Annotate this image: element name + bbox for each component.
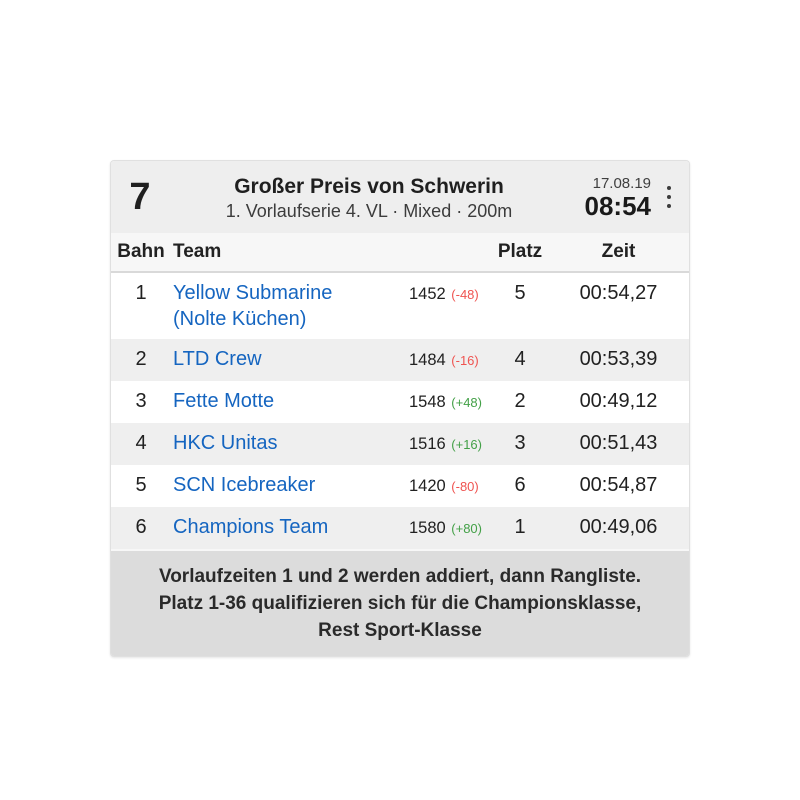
time-value: 00:49,06 bbox=[579, 516, 658, 538]
table-row[interactable]: 5 SCN Icebreaker 1420 (-80) 6 00:54,87 bbox=[111, 465, 689, 507]
place-value: 4 bbox=[514, 348, 526, 370]
rating-value: 1452 bbox=[409, 285, 446, 303]
rating-value: 1580 bbox=[409, 519, 446, 537]
team-rating: 1580 (+80) bbox=[409, 514, 494, 542]
time-value: 00:51,43 bbox=[579, 432, 658, 454]
qualification-note-bar: Vorlaufzeiten 1 und 2 werden addiert, da… bbox=[111, 549, 689, 656]
rating-change: (+16) bbox=[451, 437, 482, 452]
race-title-block: Großer Preis von Schwerin 1. Vorlaufseri… bbox=[169, 172, 569, 223]
time-value: 00:53,39 bbox=[579, 348, 658, 370]
team-cell: Yellow Submarine (Nolte Küchen) bbox=[171, 280, 409, 332]
team-cell: SCN Icebreaker bbox=[171, 472, 409, 498]
team-cell: Fette Motte bbox=[171, 388, 409, 414]
rating-value: 1548 bbox=[409, 393, 446, 411]
table-row[interactable]: 4 HKC Unitas 1516 (+16) 3 00:51,43 bbox=[111, 423, 689, 465]
race-number: 7 bbox=[129, 176, 151, 218]
race-header: 7 Großer Preis von Schwerin 1. Vorlaufse… bbox=[111, 161, 689, 233]
team-rating: 1548 (+48) bbox=[409, 388, 494, 416]
rating-value: 1516 bbox=[409, 435, 446, 453]
race-subtitle: 1. Vorlaufserie 4. VL · Mixed · 200m bbox=[225, 200, 513, 221]
race-time: 08:54 bbox=[584, 190, 652, 221]
column-header-team: Team bbox=[173, 241, 222, 262]
place-value: 5 bbox=[514, 282, 526, 304]
team-rating: 1484 (-16) bbox=[409, 346, 494, 374]
team-link[interactable]: Fette Motte bbox=[173, 390, 275, 412]
race-date: 17.08.19 bbox=[592, 174, 651, 192]
team-rating: 1516 (+16) bbox=[409, 430, 494, 458]
team-cell: HKC Unitas bbox=[171, 430, 409, 456]
team-link[interactable]: Yellow Submarine (Nolte Küchen) bbox=[173, 282, 333, 330]
column-header-bahn: Bahn bbox=[117, 241, 165, 262]
team-link[interactable]: HKC Unitas bbox=[173, 432, 278, 454]
lane-number: 2 bbox=[135, 348, 147, 370]
lane-number: 1 bbox=[135, 282, 147, 304]
table-row[interactable]: 1 Yellow Submarine (Nolte Küchen) 1452 (… bbox=[111, 273, 689, 339]
table-row[interactable]: 3 Fette Motte 1548 (+48) 2 00:49,12 bbox=[111, 381, 689, 423]
rating-change: (-16) bbox=[451, 353, 479, 368]
kebab-menu-icon[interactable] bbox=[655, 175, 683, 219]
table-row[interactable]: 2 LTD Crew 1484 (-16) 4 00:53,39 bbox=[111, 339, 689, 381]
rating-change: (+80) bbox=[451, 521, 482, 536]
column-header-zeit: Zeit bbox=[601, 241, 636, 262]
lane-number: 3 bbox=[135, 390, 147, 412]
kebab-dot bbox=[667, 204, 671, 208]
lane-number: 4 bbox=[135, 432, 147, 454]
rating-change: (+48) bbox=[451, 395, 482, 410]
column-header-platz: Platz bbox=[497, 241, 543, 262]
rating-value: 1420 bbox=[409, 477, 446, 495]
results-table-body: 1 Yellow Submarine (Nolte Küchen) 1452 (… bbox=[111, 273, 689, 549]
team-cell: Champions Team bbox=[171, 514, 409, 540]
table-row[interactable]: 6 Champions Team 1580 (+80) 1 00:49,06 bbox=[111, 507, 689, 549]
kebab-dot bbox=[667, 186, 671, 190]
team-rating: 1420 (-80) bbox=[409, 472, 494, 500]
rating-change: (-48) bbox=[451, 287, 479, 302]
time-value: 00:54,87 bbox=[579, 474, 658, 496]
qualification-note: Vorlaufzeiten 1 und 2 werden addiert, da… bbox=[158, 566, 642, 641]
kebab-dot bbox=[667, 195, 671, 199]
place-value: 3 bbox=[514, 432, 526, 454]
lane-number: 6 bbox=[135, 516, 147, 538]
race-title: Großer Preis von Schwerin bbox=[234, 174, 504, 198]
table-header-row: Bahn Team Platz Zeit bbox=[111, 233, 689, 273]
place-value: 6 bbox=[514, 474, 526, 496]
team-cell: LTD Crew bbox=[171, 346, 409, 372]
team-rating: 1452 (-48) bbox=[409, 280, 494, 308]
team-link[interactable]: Champions Team bbox=[173, 516, 329, 538]
time-value: 00:49,12 bbox=[579, 390, 658, 412]
rating-value: 1484 bbox=[409, 351, 446, 369]
place-value: 1 bbox=[514, 516, 526, 538]
time-value: 00:54,27 bbox=[579, 282, 658, 304]
team-link[interactable]: SCN Icebreaker bbox=[173, 474, 316, 496]
rating-change: (-80) bbox=[451, 479, 479, 494]
team-link[interactable]: LTD Crew bbox=[173, 348, 262, 370]
race-datetime: 17.08.19 08:54 bbox=[569, 175, 655, 220]
lane-number: 5 bbox=[135, 474, 147, 496]
place-value: 2 bbox=[514, 390, 526, 412]
race-result-card: 7 Großer Preis von Schwerin 1. Vorlaufse… bbox=[110, 160, 690, 657]
